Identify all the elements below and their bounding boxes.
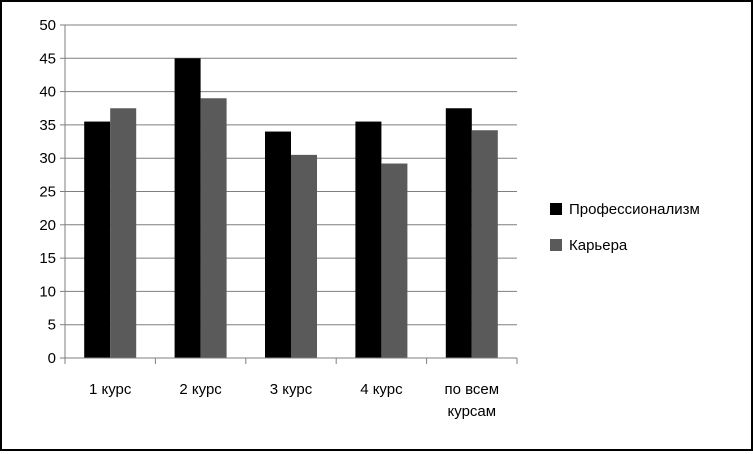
bar-professionalism [174,58,201,359]
bar-professionalism [265,131,291,358]
x-tick-label: 3 курс [270,381,313,398]
y-tick-label: 5 [48,317,56,334]
y-tick-label: 50 [39,17,56,34]
bars [84,58,498,359]
y-tick-labels: 0 5 10 15 20 25 30 35 40 45 50 [39,17,56,367]
legend-label: Карьера [569,237,628,254]
x-tick-labels: 1 курс 2 курс 3 курс 4 курс по всем курсам [89,381,499,420]
y-tick-label: 0 [48,350,56,367]
bar-professionalism [445,108,472,358]
axes [60,24,518,364]
y-tick-label: 15 [39,250,56,267]
bar-career [200,98,227,358]
y-tick-label: 10 [39,283,56,300]
x-tick-label: по всем курсам [445,381,500,420]
x-tick-label: 4 курс [360,381,403,398]
y-tick-label: 40 [39,84,56,101]
bar-chart: 0 5 10 15 20 25 30 35 40 45 50 1 курс 2 курс 3 курс 4… [39,17,700,420]
y-tick-label: 30 [39,150,56,167]
y-tick-label: 25 [39,184,56,201]
y-tick-label: 20 [39,217,56,234]
legend-swatch [550,203,562,215]
bar-career [110,108,137,358]
x-tick-label: 2 курс [179,381,222,398]
y-tick-label: 45 [39,50,56,67]
x-tick-label: 1 курс [89,381,132,398]
legend: Профессионализм Карьера [550,201,700,254]
legend-label: Профессионализм [569,201,700,218]
y-tick-label: 35 [39,117,56,134]
bar-career [381,163,408,358]
legend-swatch [550,239,562,251]
bar-professionalism [355,121,382,358]
bar-professionalism [84,121,111,358]
bar-career [471,130,498,358]
bar-career [291,154,317,358]
